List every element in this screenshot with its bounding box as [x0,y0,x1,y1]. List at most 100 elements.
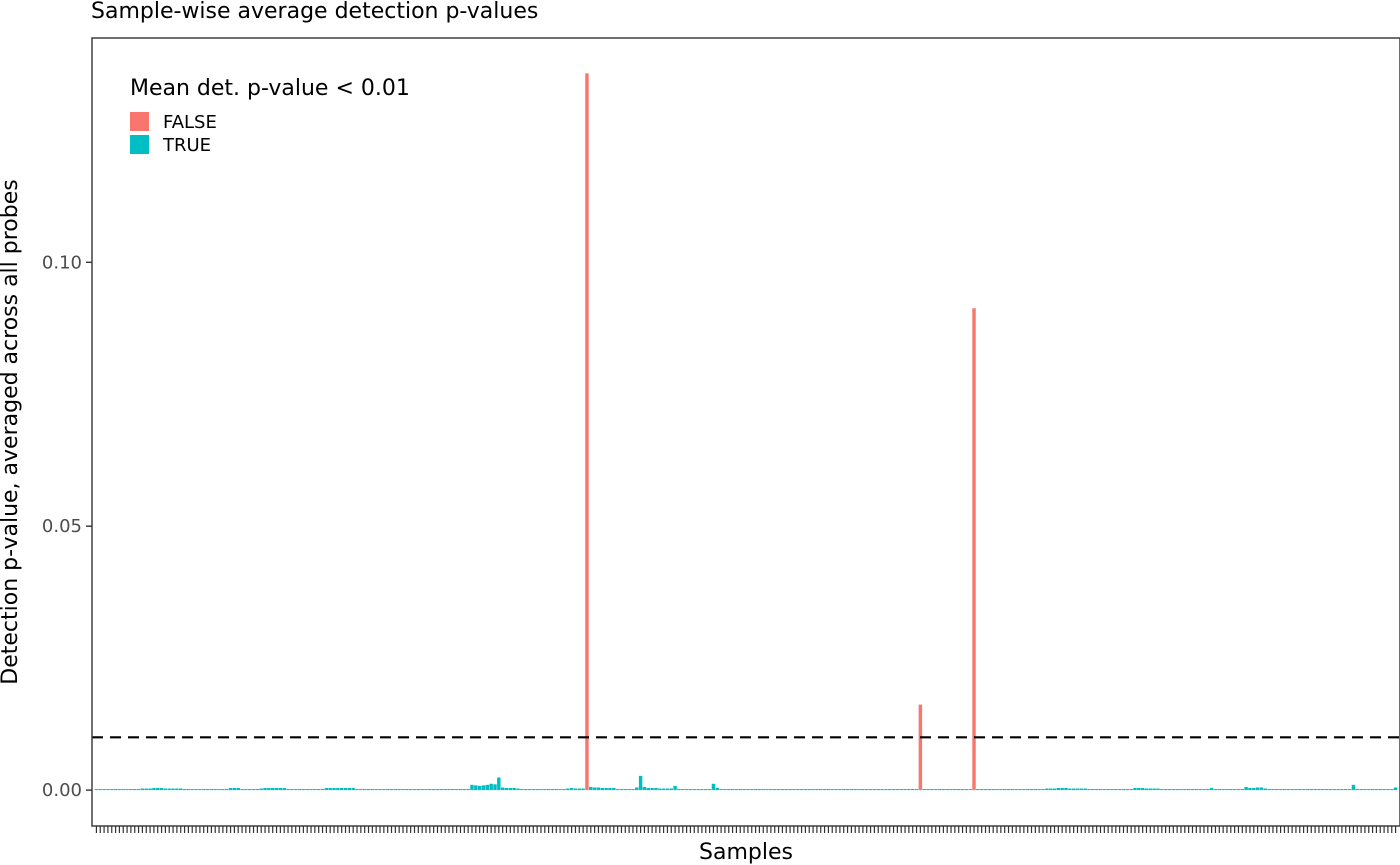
bar [1275,789,1279,791]
bar [661,788,666,791]
bar [458,789,463,791]
bar [953,789,957,791]
bar [964,789,969,791]
bar [930,789,934,791]
bar [1037,789,1041,791]
bar [788,789,792,791]
bar [171,788,175,791]
bar [301,789,306,791]
bar [960,789,965,791]
bar [750,789,754,791]
bar [937,789,942,791]
bar [822,789,827,791]
y-tick-label: 0.05 [42,516,82,537]
plot-area [91,37,1400,827]
bar [757,789,762,791]
bar [600,788,605,791]
bar [359,789,363,791]
bar [263,788,267,791]
bar [1309,789,1313,791]
bar [1386,789,1390,791]
bar [1041,789,1045,791]
y-axis: 0.00 0.05 0.10 [42,252,92,801]
bar [857,789,861,791]
plot-border [91,37,1400,827]
bar [497,777,501,791]
bar [730,789,735,791]
bar [868,789,873,791]
bar [136,789,141,791]
bar [1378,789,1382,791]
bar [635,787,639,791]
bar [504,788,509,791]
bar [604,788,608,791]
legend-swatch-false [130,112,149,131]
bar [133,789,137,791]
bar [113,789,118,791]
bar [926,789,930,791]
plot-background [92,38,1400,826]
bar [1294,789,1298,791]
bar [324,788,329,791]
bar [1217,789,1222,791]
bar [815,789,819,791]
bar [1336,789,1340,791]
bar [796,789,800,791]
bar [209,789,214,791]
bar [887,789,892,791]
bar [1317,789,1321,791]
bar [1045,788,1049,791]
bar [389,789,394,791]
bar [780,789,785,791]
bar [638,775,643,791]
bar [535,789,539,791]
bar [1305,789,1310,791]
bar [1340,789,1344,791]
bar [493,784,497,791]
bar [1002,789,1007,791]
bar [1236,789,1241,791]
bar [451,789,455,791]
bar [1102,789,1107,791]
bar [773,789,777,791]
bar [899,789,903,791]
bar [1359,789,1363,791]
bar [945,789,949,791]
bar [784,789,788,791]
bar [1110,789,1114,791]
bar [481,785,486,791]
bar [182,789,187,791]
bar [347,788,352,791]
bar [681,789,685,791]
bar [1156,788,1160,791]
bar [412,789,417,791]
bar [462,789,467,791]
bar [922,789,926,791]
bar [1263,788,1268,791]
bar [1240,789,1245,791]
bar [485,784,490,791]
bar [443,789,447,791]
bar [489,783,493,791]
bar [723,789,727,791]
bar [765,789,769,791]
chart-title: Sample-wise average detection p-values [91,0,538,24]
bar [205,789,210,791]
bar [159,788,164,791]
bar [581,788,585,791]
bar [1121,789,1126,791]
bar [1271,789,1275,791]
bar [803,789,808,791]
bar [799,789,804,791]
bar [1313,789,1317,791]
bar [1267,789,1271,791]
bar [577,788,582,791]
bar [194,789,198,791]
x-axis-ticks [95,826,1397,833]
bar [627,789,631,791]
bar [221,789,225,791]
bar [508,788,513,791]
bar [102,789,106,791]
bar [374,789,378,791]
